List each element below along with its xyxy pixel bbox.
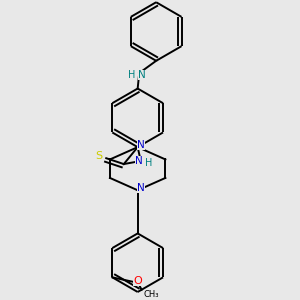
Text: S: S xyxy=(96,152,103,161)
Text: N: N xyxy=(135,156,143,166)
Text: N: N xyxy=(138,70,146,80)
Text: H: H xyxy=(145,158,152,167)
Text: H: H xyxy=(128,70,135,80)
Text: N: N xyxy=(137,140,145,150)
Text: CH₃: CH₃ xyxy=(143,290,159,299)
Text: O: O xyxy=(133,276,142,286)
Text: N: N xyxy=(137,183,145,193)
